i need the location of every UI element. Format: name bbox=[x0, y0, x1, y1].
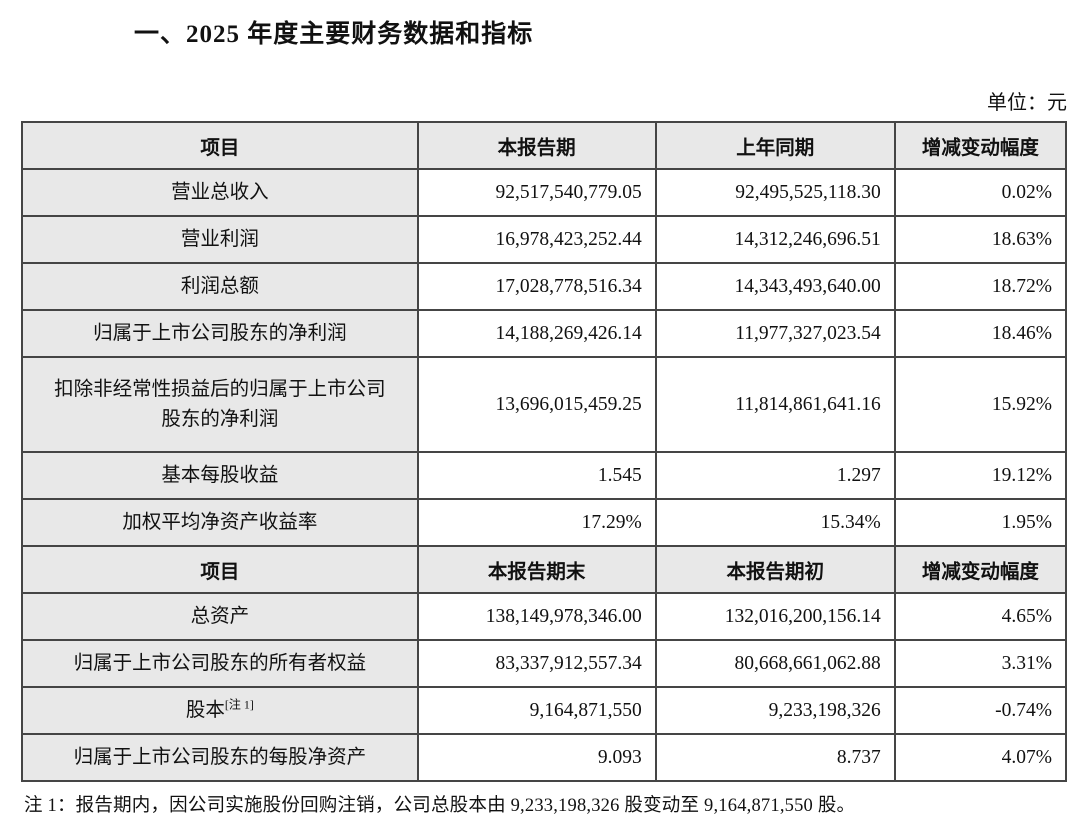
table-row: 加权平均净资产收益率 17.29% 15.34% 1.95% bbox=[21, 498, 1068, 547]
row-prior-value: 9,233,198,326 bbox=[654, 686, 896, 735]
table-row: 归属于上市公司股东的每股净资产 9.093 8.737 4.07% bbox=[21, 733, 1068, 782]
row-current-value: 14,188,269,426.14 bbox=[416, 309, 657, 358]
row-current-value: 138,149,978,346.00 bbox=[416, 592, 657, 641]
financial-data-table: 项目 本报告期 上年同期 增减变动幅度 营业总收入 92,517,540,779… bbox=[21, 121, 1068, 782]
table-row: 利润总额 17,028,778,516.34 14,343,493,640.00… bbox=[21, 262, 1068, 311]
header-period-start: 本报告期初 bbox=[654, 545, 896, 594]
table-row: 基本每股收益 1.545 1.297 19.12% bbox=[21, 451, 1068, 500]
share-capital-label: 股本 bbox=[185, 699, 225, 721]
row-prior-value: 11,814,861,641.16 bbox=[654, 356, 896, 453]
table-row: 股本[注 1] 9,164,871,550 9,233,198,326 -0.7… bbox=[21, 686, 1068, 735]
footnote: 注 1：报告期内，因公司实施股份回购注销，公司总股本由 9,233,198,32… bbox=[24, 796, 856, 816]
row-change-value: 1.95% bbox=[893, 498, 1068, 547]
row-item-label: 股本[注 1] bbox=[21, 686, 419, 735]
row-current-value: 17,028,778,516.34 bbox=[416, 262, 657, 311]
row-prior-value: 80,668,661,062.88 bbox=[654, 639, 896, 688]
header-change: 增减变动幅度 bbox=[893, 121, 1068, 170]
row-item-label: 归属于上市公司股东的每股净资产 bbox=[21, 733, 419, 782]
row-prior-value: 14,312,246,696.51 bbox=[654, 215, 896, 264]
header-item: 项目 bbox=[21, 121, 419, 170]
row-prior-value: 92,495,525,118.30 bbox=[654, 168, 896, 217]
row-item-label: 归属于上市公司股东的净利润 bbox=[21, 309, 419, 358]
row-current-value: 9.093 bbox=[416, 733, 657, 782]
row-current-value: 83,337,912,557.34 bbox=[416, 639, 657, 688]
row-change-value: 3.31% bbox=[893, 639, 1068, 688]
row-current-value: 17.29% bbox=[416, 498, 657, 547]
footnote-marker: [注 1] bbox=[224, 697, 254, 712]
header-change: 增减变动幅度 bbox=[893, 545, 1068, 594]
row-item-label: 营业利润 bbox=[21, 215, 419, 264]
row-change-value: 19.12% bbox=[893, 451, 1068, 500]
row-current-value: 9,164,871,550 bbox=[416, 686, 657, 735]
row-change-value: 4.65% bbox=[893, 592, 1068, 641]
page-title: 一、2025 年度主要财务数据和指标 bbox=[134, 21, 534, 48]
table-row: 营业总收入 92,517,540,779.05 92,495,525,118.3… bbox=[21, 168, 1068, 217]
table-row: 扣除非经常性损益后的归属于上市公司股东的净利润 13,696,015,459.2… bbox=[21, 356, 1068, 453]
table-row: 归属于上市公司股东的净利润 14,188,269,426.14 11,977,3… bbox=[21, 309, 1068, 358]
row-current-value: 16,978,423,252.44 bbox=[416, 215, 657, 264]
row-prior-value: 15.34% bbox=[654, 498, 896, 547]
table-row: 总资产 138,149,978,346.00 132,016,200,156.1… bbox=[21, 592, 1068, 641]
table-header-row-income: 项目 本报告期 上年同期 增减变动幅度 bbox=[21, 121, 1068, 170]
row-change-value: 0.02% bbox=[893, 168, 1068, 217]
row-change-value: 18.46% bbox=[893, 309, 1068, 358]
row-change-value: 15.92% bbox=[893, 356, 1068, 453]
table-row: 营业利润 16,978,423,252.44 14,312,246,696.51… bbox=[21, 215, 1068, 264]
row-prior-value: 11,977,327,023.54 bbox=[654, 309, 896, 358]
row-prior-value: 14,343,493,640.00 bbox=[654, 262, 896, 311]
row-prior-value: 8.737 bbox=[654, 733, 896, 782]
header-current-period: 本报告期 bbox=[416, 121, 657, 170]
row-change-value: 18.72% bbox=[893, 262, 1068, 311]
row-change-value: -0.74% bbox=[893, 686, 1068, 735]
row-item-label: 归属于上市公司股东的所有者权益 bbox=[21, 639, 419, 688]
row-prior-value: 1.297 bbox=[654, 451, 896, 500]
row-item-label: 营业总收入 bbox=[21, 168, 419, 217]
row-change-value: 18.63% bbox=[893, 215, 1068, 264]
row-item-label: 加权平均净资产收益率 bbox=[21, 498, 419, 547]
header-period-end: 本报告期末 bbox=[416, 545, 657, 594]
header-prior-period: 上年同期 bbox=[654, 121, 896, 170]
row-current-value: 92,517,540,779.05 bbox=[416, 168, 657, 217]
row-item-label: 总资产 bbox=[21, 592, 419, 641]
row-item-label: 利润总额 bbox=[21, 262, 419, 311]
header-item: 项目 bbox=[21, 545, 419, 594]
row-current-value: 13,696,015,459.25 bbox=[416, 356, 657, 453]
row-item-label: 基本每股收益 bbox=[21, 451, 419, 500]
row-item-label: 扣除非经常性损益后的归属于上市公司股东的净利润 bbox=[21, 356, 419, 453]
report-page: 一、2025 年度主要财务数据和指标 单位：元 项目 本报告期 上年同期 增减变… bbox=[0, 14, 1087, 826]
unit-label: 单位：元 bbox=[987, 92, 1067, 114]
row-change-value: 4.07% bbox=[893, 733, 1068, 782]
row-prior-value: 132,016,200,156.14 bbox=[654, 592, 896, 641]
table-row: 归属于上市公司股东的所有者权益 83,337,912,557.34 80,668… bbox=[21, 639, 1068, 688]
table-header-row-balance: 项目 本报告期末 本报告期初 增减变动幅度 bbox=[21, 545, 1068, 594]
row-current-value: 1.545 bbox=[416, 451, 657, 500]
